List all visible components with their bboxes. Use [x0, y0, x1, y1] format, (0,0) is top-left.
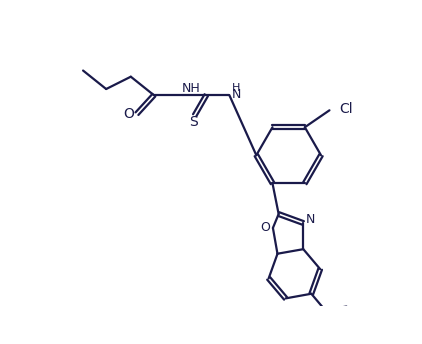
Text: O: O: [260, 222, 270, 235]
Text: N: N: [306, 213, 315, 226]
Text: H: H: [232, 83, 241, 93]
Text: S: S: [189, 115, 197, 129]
Text: O: O: [123, 107, 134, 121]
Text: N: N: [232, 88, 241, 101]
Text: NH: NH: [181, 82, 200, 95]
Text: Cl: Cl: [339, 102, 353, 116]
